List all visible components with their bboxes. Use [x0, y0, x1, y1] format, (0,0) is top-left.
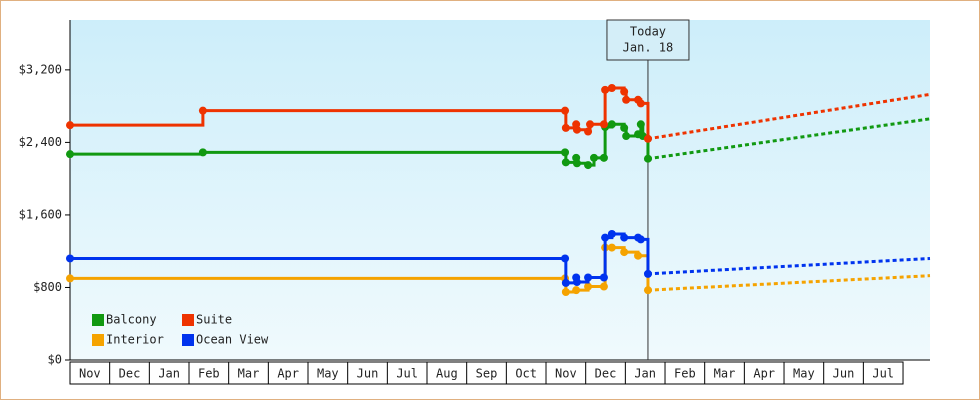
x-tick-label: Nov — [555, 367, 577, 381]
forecast-line — [647, 256, 931, 276]
price-point — [66, 274, 74, 283]
x-tick-label: Dec — [119, 367, 141, 381]
price-point — [607, 84, 616, 92]
today-label: Jan. 18 — [623, 41, 674, 55]
price-point — [572, 278, 581, 287]
price-point — [586, 120, 595, 129]
price-point — [636, 120, 645, 129]
price-point — [561, 288, 570, 296]
price-point — [599, 273, 608, 282]
legend-label: Interior — [106, 333, 164, 347]
x-tick-label: Jul — [396, 367, 418, 381]
price-point — [620, 87, 629, 96]
x-tick-label: Jun — [833, 367, 855, 381]
price-point — [584, 282, 593, 291]
forecast-line — [647, 92, 931, 141]
x-tick-label: Apr — [277, 367, 299, 381]
price-point — [643, 134, 652, 143]
forecast-line — [647, 274, 931, 292]
price-point — [599, 120, 608, 129]
x-tick-label: Sep — [476, 367, 498, 381]
x-tick-label: May — [317, 367, 339, 381]
y-tick-label: $800 — [33, 280, 62, 294]
price-point — [66, 121, 74, 130]
x-tick-label: Apr — [753, 367, 775, 381]
x-tick-label: Feb — [674, 367, 696, 381]
price-point — [601, 233, 610, 242]
x-tick-label: Aug — [436, 367, 458, 381]
y-tick-label: $1,600 — [19, 207, 62, 221]
legend-label: Balcony — [106, 313, 157, 327]
price-point — [643, 269, 652, 278]
legend-swatch — [92, 334, 104, 346]
price-point — [599, 153, 608, 162]
price-point — [622, 95, 631, 104]
legend-swatch — [182, 314, 194, 326]
price-point — [636, 235, 645, 244]
price-point — [607, 229, 616, 238]
price-point — [620, 248, 629, 257]
price-point — [66, 254, 74, 263]
x-tick-label: Mar — [238, 367, 260, 381]
price-point — [622, 132, 631, 141]
price-point — [599, 282, 608, 291]
price-point — [620, 123, 629, 132]
price-point — [590, 153, 599, 162]
forecast-line — [647, 117, 931, 161]
price-point — [561, 158, 570, 167]
price-point — [607, 120, 616, 129]
legend-swatch — [92, 314, 104, 326]
price-point — [66, 150, 74, 159]
price-line — [70, 86, 650, 139]
x-axis-box — [69, 361, 904, 385]
price-point — [561, 106, 570, 115]
price-point — [198, 148, 207, 157]
price-point — [607, 243, 616, 252]
x-tick-label: Jul — [872, 367, 894, 381]
x-tick-label: Mar — [714, 367, 736, 381]
x-tick-label: Jan — [158, 367, 180, 381]
legend-swatch — [182, 334, 194, 346]
price-point — [561, 278, 570, 287]
plot-area — [70, 20, 930, 360]
price-point — [584, 127, 593, 136]
price-point — [643, 154, 652, 163]
y-tick-label: $0 — [48, 353, 62, 367]
price-point — [634, 251, 643, 260]
x-tick-label: Nov — [79, 367, 101, 381]
legend-label: Ocean View — [196, 333, 269, 347]
x-tick-label: Oct — [515, 367, 537, 381]
price-point — [572, 125, 581, 134]
x-tick-label: Jan — [634, 367, 656, 381]
x-tick-label: May — [793, 367, 815, 381]
today-label: Today — [630, 25, 666, 39]
price-point — [198, 106, 207, 115]
price-point — [643, 286, 652, 295]
today-box — [606, 19, 690, 61]
x-tick-label: Jun — [357, 367, 379, 381]
x-tick-label: Dec — [595, 367, 617, 381]
price-point — [572, 286, 581, 295]
price-point — [561, 148, 570, 157]
y-tick-label: $2,400 — [19, 135, 62, 149]
price-point — [584, 161, 593, 170]
price-point — [561, 123, 570, 132]
legend-label: Suite — [196, 313, 232, 327]
x-tick-label: Feb — [198, 367, 220, 381]
price-point — [584, 273, 593, 282]
price-point — [636, 99, 645, 108]
price-point — [620, 233, 629, 242]
price-point — [601, 85, 610, 94]
y-tick-label: $3,200 — [19, 62, 62, 76]
price-point — [572, 159, 581, 168]
price-point — [561, 254, 570, 263]
